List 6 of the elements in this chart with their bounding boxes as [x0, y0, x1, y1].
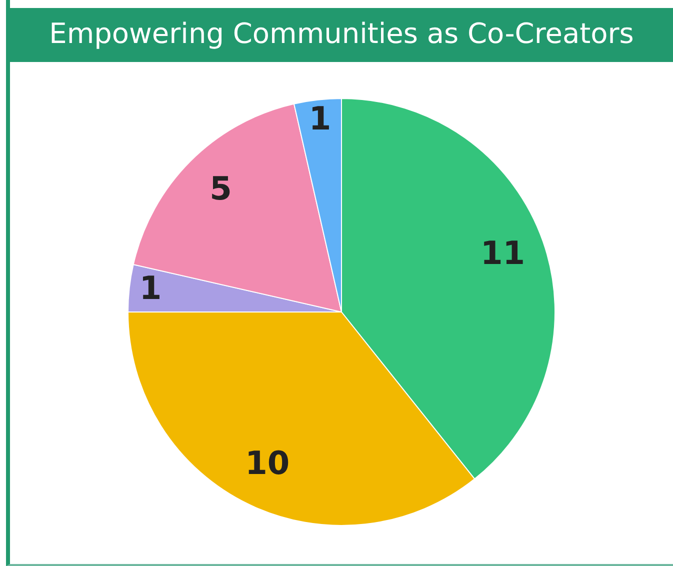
data-label: 11: [480, 234, 525, 272]
data-label: 5: [210, 170, 232, 208]
chart-title: Empowering Communities as Co-Creators: [10, 8, 673, 62]
data-label: 1: [139, 268, 162, 307]
data-label: 10: [245, 444, 290, 482]
data-label: 1: [308, 99, 332, 138]
